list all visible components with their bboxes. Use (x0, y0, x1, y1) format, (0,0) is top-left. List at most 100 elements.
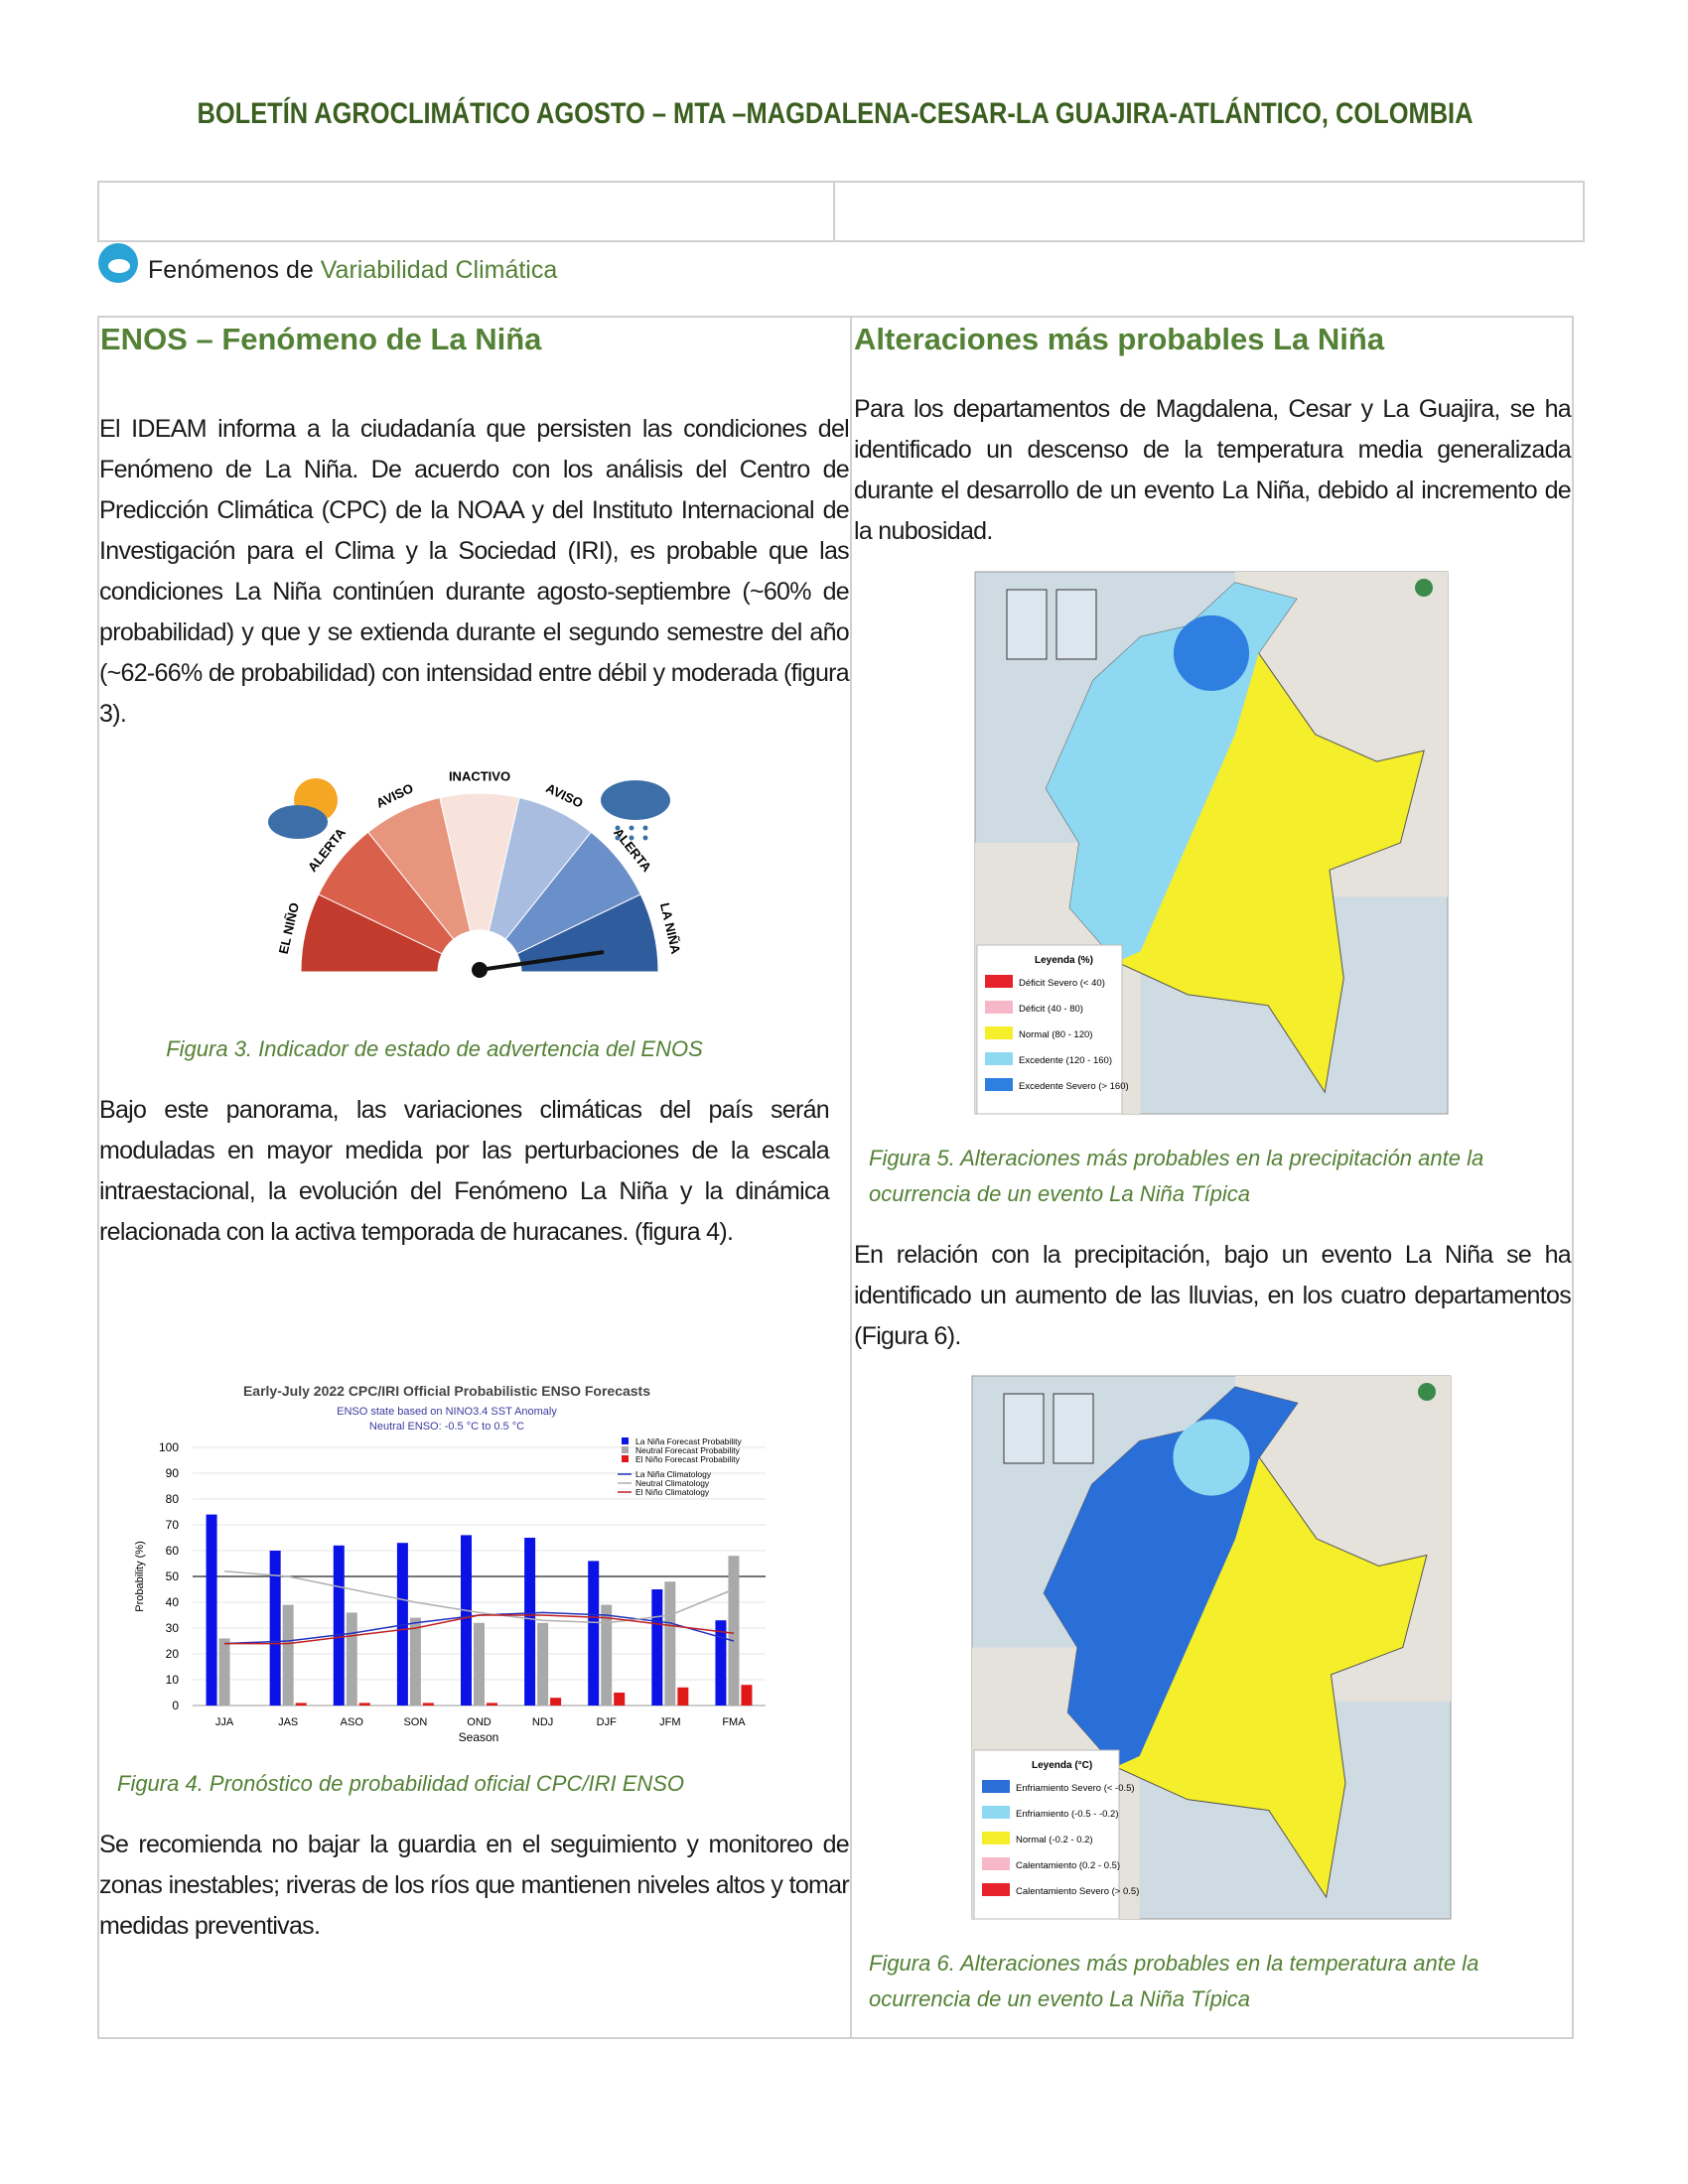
cloud-icon (268, 805, 328, 839)
y-tick-label: 90 (166, 1466, 180, 1480)
bar (206, 1514, 217, 1706)
map-legend-label: Normal (80 - 120) (1019, 1029, 1092, 1040)
bar (588, 1561, 600, 1706)
rain-drop (615, 825, 621, 831)
map-legend-swatch (985, 1052, 1013, 1065)
map-legend-label: Enfriamiento (-0.5 - -0.2) (1016, 1809, 1118, 1820)
y-axis-label: Probability (%) (134, 1541, 146, 1612)
bar (346, 1612, 357, 1706)
legend-label: El Niño Forecast Probability (635, 1454, 741, 1464)
map-logo (1418, 1383, 1436, 1401)
rain-drop (615, 835, 621, 841)
header-title: BOLETÍN AGROCLIMÁTICO AGOSTO – MTA –MAGD… (198, 96, 1474, 130)
legend-label: Neutral Forecast Probability (635, 1445, 741, 1455)
map-legend-label: Calentamiento (0.2 - 0.5) (1016, 1860, 1120, 1871)
map-legend-swatch (982, 1857, 1010, 1870)
rain-drop (629, 825, 634, 831)
bar (550, 1698, 562, 1706)
map-legend-swatch (982, 1883, 1010, 1896)
bar (664, 1581, 676, 1706)
bar (474, 1622, 485, 1706)
x-axis-label: Season (459, 1730, 499, 1744)
gauge-pivot (472, 962, 488, 978)
map-legend-label: Excedente Severo (> 160) (1019, 1081, 1129, 1092)
bar (358, 1703, 370, 1706)
caption-3: Figura 3. Indicador de estado de adverte… (166, 1036, 703, 1061)
gauge-label: AVISO (543, 780, 585, 811)
bar (282, 1604, 294, 1706)
legend-label: El Niño Climatology (635, 1487, 710, 1497)
map-legend-swatch (985, 975, 1013, 988)
bar (487, 1703, 497, 1706)
y-tick-label: 60 (166, 1544, 180, 1558)
map-legend-swatch (982, 1806, 1010, 1819)
rain-drop (629, 835, 634, 841)
y-tick-label: 40 (166, 1595, 180, 1609)
x-tick-label: OND (467, 1716, 492, 1728)
legend-label: Neutral Climatology (635, 1478, 710, 1488)
map-logo (1415, 579, 1433, 597)
y-tick-label: 70 (166, 1518, 180, 1532)
bar (333, 1545, 345, 1706)
right-heading: Alteraciones más probables La Niña (854, 322, 1385, 356)
gauge-hub (438, 930, 521, 972)
map-legend-swatch (985, 1078, 1013, 1091)
bar (524, 1538, 536, 1706)
legend-swatch (622, 1446, 629, 1453)
bar (461, 1535, 472, 1706)
map-legend-label: Enfriamiento Severo (< -0.5) (1016, 1783, 1135, 1794)
map-legend-swatch (985, 1001, 1013, 1014)
bar (677, 1687, 689, 1706)
empty-table (97, 181, 1585, 242)
y-tick-label: 100 (159, 1440, 179, 1454)
bar (614, 1693, 626, 1706)
gauge-label: LA NIÑA (657, 901, 683, 956)
bar (651, 1589, 663, 1706)
legend-swatch (622, 1437, 629, 1444)
gauge-label: AVISO (373, 780, 415, 811)
y-tick-label: 10 (166, 1673, 180, 1687)
map-legend-label: Déficit Severo (< 40) (1019, 978, 1105, 989)
legend-label: La Niña Forecast Probability (635, 1436, 743, 1446)
map-inset (1003, 1393, 1045, 1464)
x-tick-label: JFM (659, 1716, 680, 1728)
bar (728, 1556, 740, 1706)
y-tick-label: 30 (166, 1621, 180, 1635)
gauge-label: INACTIVO (449, 768, 510, 783)
map-inset (1055, 589, 1097, 660)
chart-title: Early-July 2022 CPC/IRI Official Probabi… (243, 1383, 650, 1399)
x-tick-label: JAS (278, 1716, 298, 1728)
section-icon-cloud (108, 259, 130, 273)
x-tick-label: SON (403, 1716, 427, 1728)
section-label-b: Variabilidad Climática (320, 256, 558, 284)
legend-swatch (622, 1455, 629, 1462)
left-paragraph-2: Bajo este panorama, las variaciones clim… (99, 1096, 830, 1246)
chart-subtitle: ENSO state based on NINO3.4 SST Anomaly (337, 1406, 557, 1418)
caption-6: Figura 6. Alteraciones más probables en … (869, 1951, 1479, 2011)
map-legend-label: Déficit (40 - 80) (1019, 1004, 1083, 1015)
x-tick-label: JJA (215, 1716, 234, 1728)
climatology-line (224, 1614, 735, 1645)
map-legend-swatch (985, 1026, 1013, 1039)
x-tick-label: DJF (597, 1716, 617, 1728)
bar (422, 1703, 434, 1706)
rain-drop (642, 825, 648, 831)
map-legend-title: Leyenda (%) (1035, 955, 1093, 966)
map-region (1173, 614, 1250, 691)
bar (409, 1617, 421, 1706)
left-paragraph-3: Se recomienda no bajar la guardia en el … (99, 1831, 850, 1940)
left-paragraph-1: El IDEAM informa a la ciudadanía que per… (99, 415, 850, 728)
section-label: Fenómenos de Variabilidad Climática (148, 256, 557, 285)
y-tick-label: 50 (166, 1570, 180, 1583)
map-legend-title: Leyenda (°C) (1032, 1760, 1092, 1771)
rain-drop (642, 835, 648, 841)
section-label-a: Fenómenos de (148, 256, 314, 284)
bar (537, 1622, 549, 1706)
map-legend-swatch (982, 1780, 1010, 1793)
x-tick-label: NDJ (532, 1716, 553, 1728)
gauge-needle (479, 950, 605, 972)
y-tick-label: 80 (166, 1492, 180, 1506)
x-tick-label: ASO (341, 1716, 364, 1728)
map-legend-label: Calentamiento Severo (> 0.5) (1016, 1886, 1139, 1897)
